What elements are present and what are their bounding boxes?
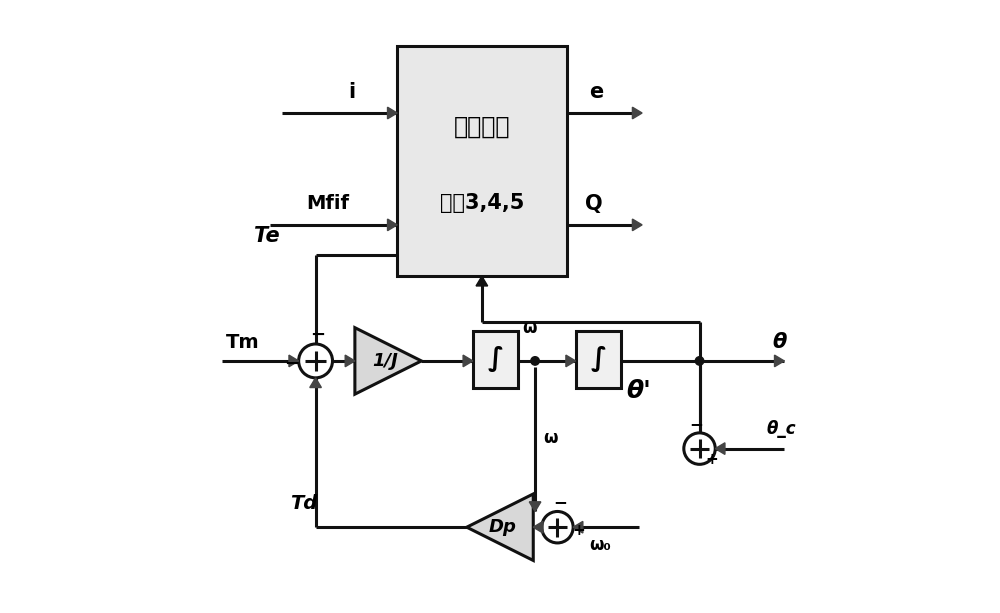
Circle shape [531,357,539,365]
Text: Te: Te [254,226,280,246]
Polygon shape [566,355,576,367]
Polygon shape [573,522,583,533]
Polygon shape [476,276,488,286]
Text: Dp: Dp [489,518,517,536]
Text: e: e [590,82,604,102]
Polygon shape [775,355,784,367]
Text: 电磁模型: 电磁模型 [454,115,510,139]
Polygon shape [529,502,541,511]
Text: 1/J: 1/J [372,352,398,370]
Text: Q: Q [585,194,603,214]
Text: −: − [690,415,703,433]
Text: ω: ω [543,429,557,447]
Text: ω₀: ω₀ [589,536,611,554]
Text: −: − [310,326,326,344]
Text: Tm: Tm [226,333,260,352]
Text: θ_c: θ_c [766,421,796,438]
Polygon shape [467,494,533,560]
Text: ω: ω [522,319,536,337]
Polygon shape [289,355,299,367]
FancyBboxPatch shape [576,330,621,388]
Text: ∫: ∫ [487,346,504,373]
Polygon shape [463,355,473,367]
Polygon shape [388,107,397,119]
Polygon shape [355,328,421,394]
Polygon shape [632,219,642,230]
Circle shape [695,357,704,365]
Polygon shape [310,378,321,387]
Polygon shape [632,107,642,119]
Polygon shape [715,443,725,454]
Text: 公式3,4,5: 公式3,4,5 [440,192,524,213]
Text: −: − [554,493,567,511]
FancyBboxPatch shape [473,330,518,388]
Text: θ: θ [773,332,787,352]
Text: −: − [284,355,299,373]
Text: Td: Td [290,493,317,512]
Text: +: + [573,523,586,538]
Circle shape [299,344,333,378]
Text: ∫: ∫ [590,346,606,373]
Text: θ': θ' [627,379,651,403]
Polygon shape [533,522,543,533]
Text: +: + [706,452,719,467]
FancyBboxPatch shape [397,47,567,276]
Circle shape [684,433,715,464]
Polygon shape [388,219,397,230]
Circle shape [542,511,573,543]
Text: i: i [348,82,355,102]
Text: Mfif: Mfif [306,194,349,213]
Polygon shape [345,355,355,367]
